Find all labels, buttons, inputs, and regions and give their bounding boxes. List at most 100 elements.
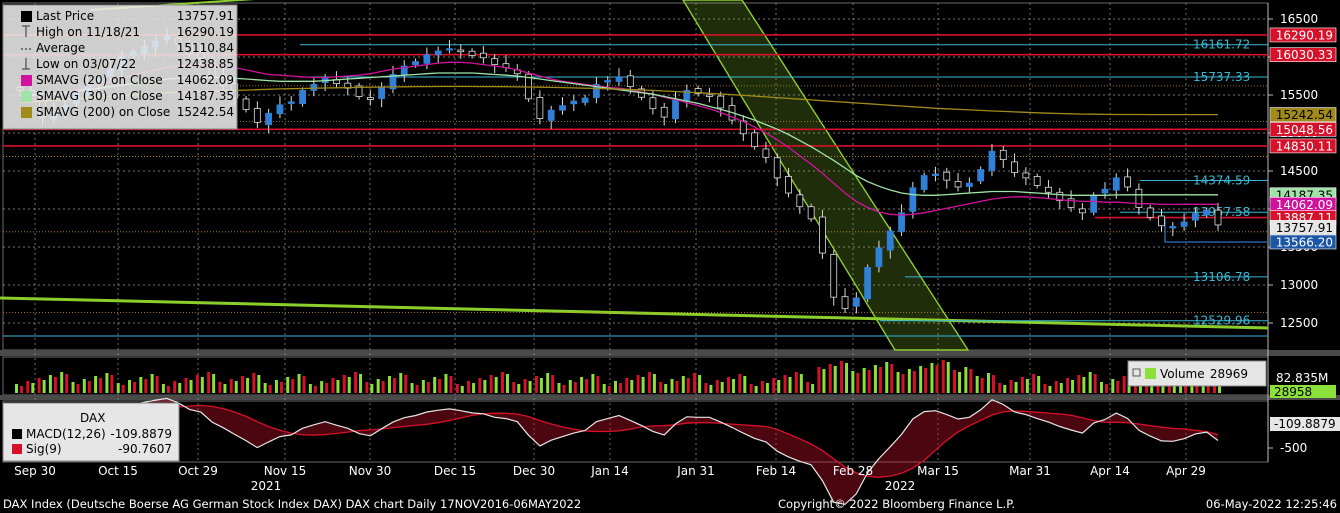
volume-bar xyxy=(799,374,803,393)
volume-bar xyxy=(765,383,769,393)
volume-bar xyxy=(444,374,448,393)
candle-body xyxy=(1112,177,1120,191)
y-axis-tick-label: 15500 xyxy=(1280,88,1318,102)
volume-bar xyxy=(53,377,57,393)
candle-body xyxy=(1124,176,1131,188)
macd-fill xyxy=(20,398,1218,505)
candle-body xyxy=(852,297,860,307)
volume-bar xyxy=(512,382,516,393)
signal-line xyxy=(19,404,1219,478)
volume-bar xyxy=(42,380,46,393)
volume-bar xyxy=(20,386,23,393)
x-axis-label: Dec 15 xyxy=(434,464,476,478)
candle-body xyxy=(299,90,306,105)
candle-body xyxy=(943,171,951,181)
x-axis-label: Apr 14 xyxy=(1090,464,1130,478)
candle-body xyxy=(570,100,578,105)
candle-body xyxy=(977,169,985,182)
candle-body xyxy=(762,148,770,158)
volume-bar xyxy=(833,366,837,393)
candle-body xyxy=(265,112,273,126)
candle-body xyxy=(785,176,792,194)
volume-bar xyxy=(896,372,900,393)
volume-tag-label: 28958 xyxy=(1274,385,1312,399)
candle-body xyxy=(830,254,838,298)
volume-bar xyxy=(105,373,109,393)
volume-bar xyxy=(675,381,679,393)
volume-bar xyxy=(811,384,815,393)
volume-bar xyxy=(376,379,380,393)
volume-bar xyxy=(342,375,346,393)
candle-body xyxy=(412,61,419,66)
volume-bar xyxy=(426,382,430,393)
support-line xyxy=(1164,218,1268,243)
candle-body xyxy=(1214,209,1222,226)
y-axis-tick-label: 12500 xyxy=(1280,316,1318,330)
x-axis-label: Mar 31 xyxy=(1009,464,1051,478)
x-axis-label: Oct 29 xyxy=(178,464,218,478)
x-axis-label: Nov 30 xyxy=(349,464,392,478)
price-tag-bg xyxy=(1269,220,1337,235)
volume-bar xyxy=(517,384,521,393)
candle-body xyxy=(1078,208,1086,214)
volume-bar xyxy=(557,383,561,393)
candle-body xyxy=(1180,221,1188,227)
volume-bar xyxy=(964,367,968,393)
volume-bar xyxy=(551,375,555,393)
volume-bar xyxy=(218,382,222,393)
volume-bar xyxy=(365,382,369,393)
volume-bar xyxy=(630,380,634,393)
volume-bar xyxy=(467,381,471,393)
volume-bar xyxy=(953,370,957,393)
volume-bar xyxy=(534,376,538,393)
macd-legend-box xyxy=(2,402,180,462)
volume-bar xyxy=(749,384,753,393)
candle-body xyxy=(276,104,284,115)
volume-bar xyxy=(455,384,459,393)
x-axis-label: Feb 14 xyxy=(756,464,796,478)
volume-bar xyxy=(1206,383,1210,393)
price-tag: 15242.54 xyxy=(1269,107,1337,122)
volume-bar xyxy=(878,367,882,393)
volume-bar xyxy=(286,377,290,393)
volume-bar xyxy=(279,382,283,393)
volume-bar xyxy=(1104,384,1108,393)
volume-bar xyxy=(743,376,747,393)
volume-bar xyxy=(636,375,640,393)
volume-bar xyxy=(772,378,776,393)
volume-bar xyxy=(912,371,916,393)
candle-body xyxy=(965,182,973,187)
volume-bar xyxy=(489,375,493,393)
volume-bar xyxy=(410,383,414,393)
candle-body xyxy=(1045,186,1052,193)
candle-body xyxy=(717,95,725,109)
long-trend-line xyxy=(0,296,1269,330)
candle-body xyxy=(841,296,849,309)
legend-value: 14062.09 xyxy=(177,73,234,87)
x-axis-label: Jan 14 xyxy=(590,464,629,478)
volume-bar xyxy=(681,376,685,393)
volume-bar xyxy=(980,378,984,393)
candle-body xyxy=(547,109,555,121)
candle-body xyxy=(1203,210,1211,216)
volume-bar xyxy=(806,382,810,393)
candle-body xyxy=(378,86,386,100)
volume-bar xyxy=(37,378,41,393)
volume-bar xyxy=(1195,386,1199,393)
price-tag: 13566.20 xyxy=(1269,234,1337,249)
candle-body xyxy=(581,97,589,103)
volume-bar xyxy=(935,365,939,393)
macd-legend-title: DAX xyxy=(80,411,105,425)
volume-bar xyxy=(1111,379,1115,393)
volume-bar xyxy=(591,374,595,393)
legend-label: Average xyxy=(36,41,85,55)
candle-body xyxy=(491,58,499,66)
volume-bar xyxy=(505,374,509,393)
volume-bar xyxy=(652,374,656,393)
volume-bar xyxy=(720,382,724,393)
x-axis-label: Oct 15 xyxy=(98,464,138,478)
volume-bar xyxy=(760,381,764,393)
volume-bar xyxy=(1093,374,1097,393)
x-axis-label: Jan 31 xyxy=(676,464,715,478)
volume-bar xyxy=(229,379,233,393)
